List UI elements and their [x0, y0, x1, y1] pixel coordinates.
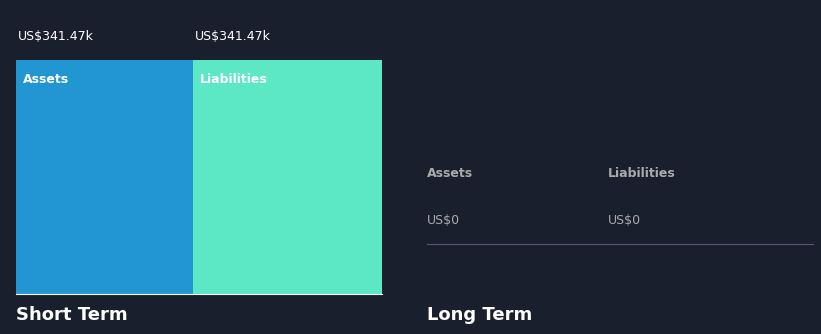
- Text: Liabilities: Liabilities: [200, 73, 268, 87]
- Text: Short Term: Short Term: [16, 306, 128, 324]
- Text: US$0: US$0: [608, 214, 640, 227]
- Text: US$341.47k: US$341.47k: [18, 30, 94, 43]
- Text: Long Term: Long Term: [427, 306, 532, 324]
- FancyBboxPatch shape: [193, 60, 382, 294]
- FancyBboxPatch shape: [16, 60, 193, 294]
- Text: Assets: Assets: [427, 167, 473, 180]
- Text: US$0: US$0: [427, 214, 460, 227]
- Text: Liabilities: Liabilities: [608, 167, 676, 180]
- Text: US$341.47k: US$341.47k: [195, 30, 270, 43]
- Text: Assets: Assets: [23, 73, 69, 87]
